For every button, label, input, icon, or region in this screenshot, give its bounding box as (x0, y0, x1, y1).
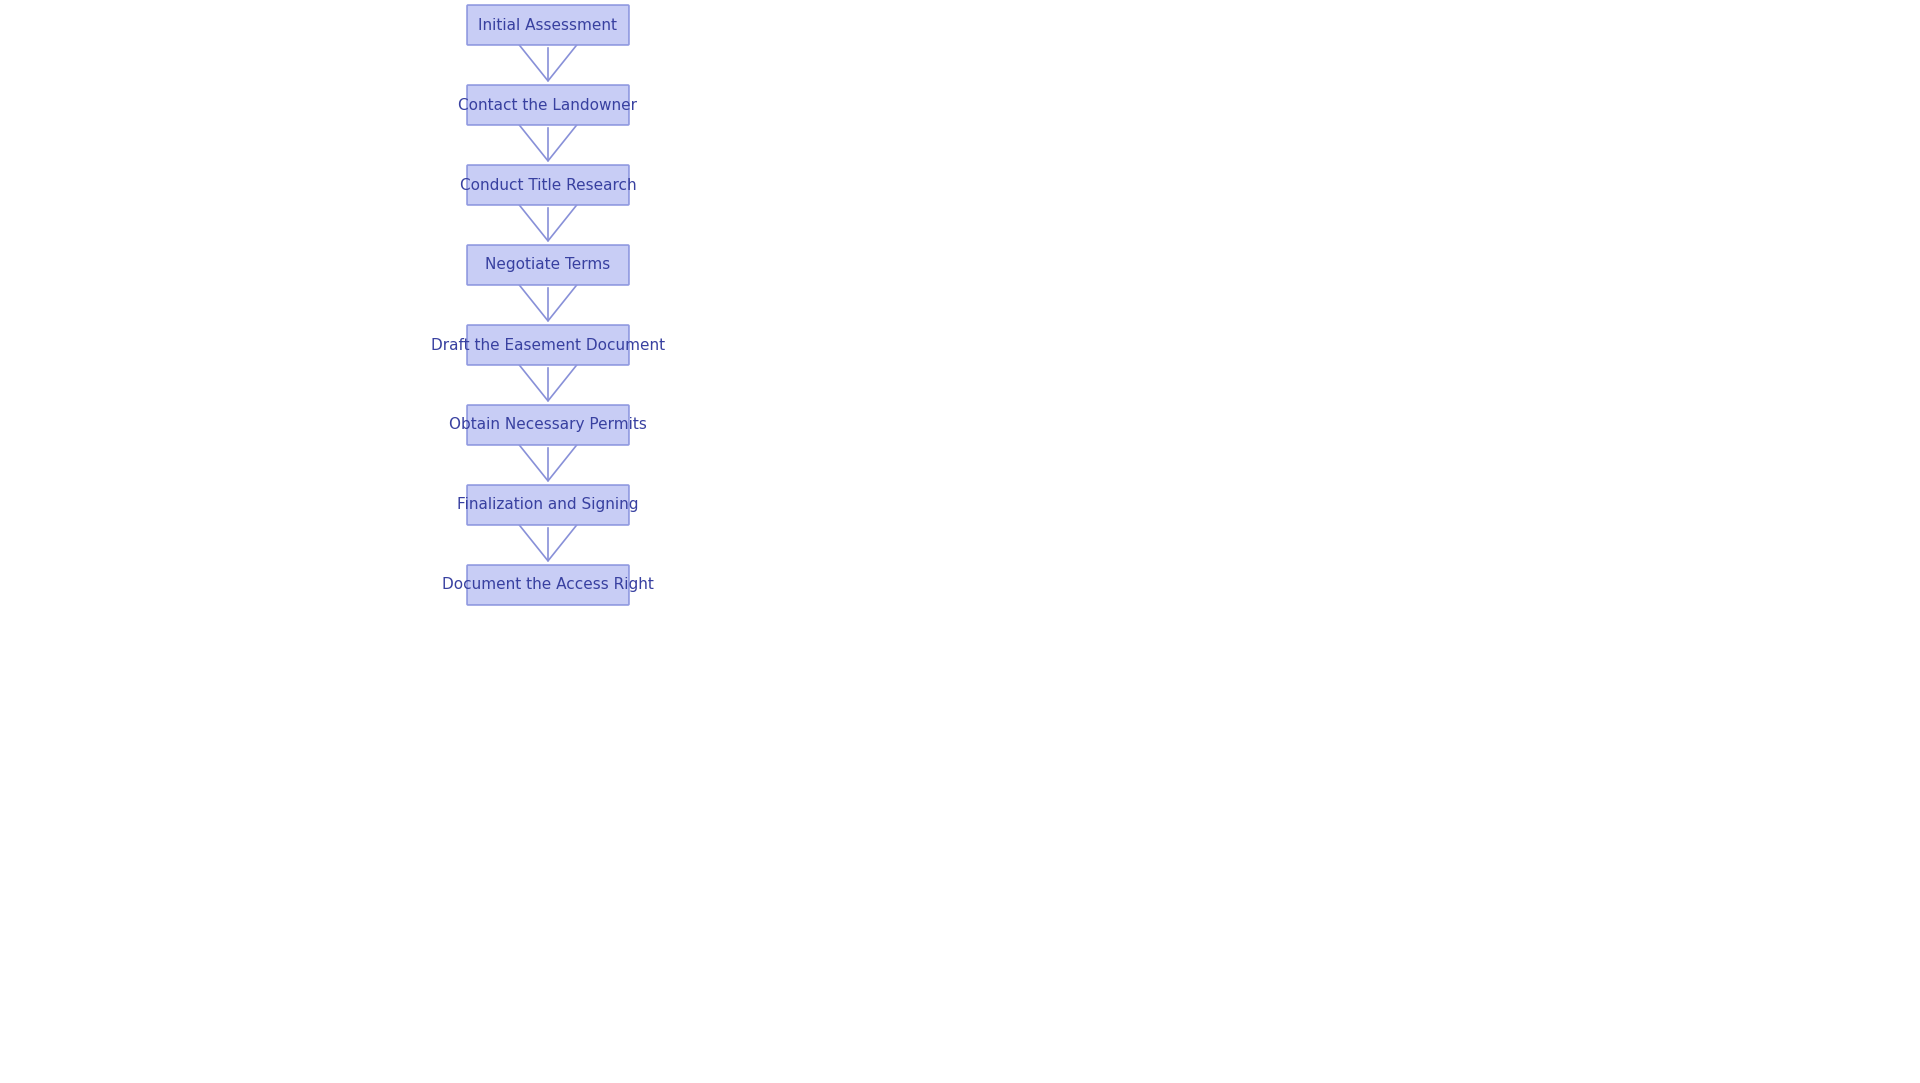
Text: Conduct Title Research: Conduct Title Research (459, 178, 636, 193)
FancyBboxPatch shape (467, 245, 630, 285)
Text: Negotiate Terms: Negotiate Terms (486, 258, 611, 273)
Text: Document the Access Right: Document the Access Right (442, 577, 655, 592)
Text: Obtain Necessary Permits: Obtain Necessary Permits (449, 418, 647, 432)
FancyBboxPatch shape (467, 165, 630, 205)
FancyBboxPatch shape (467, 485, 630, 525)
FancyBboxPatch shape (467, 325, 630, 365)
FancyBboxPatch shape (467, 86, 630, 125)
Text: Draft the Easement Document: Draft the Easement Document (430, 338, 664, 352)
FancyBboxPatch shape (467, 405, 630, 445)
Text: Finalization and Signing: Finalization and Signing (457, 497, 639, 512)
FancyBboxPatch shape (467, 5, 630, 45)
FancyBboxPatch shape (467, 565, 630, 605)
Text: Contact the Landowner: Contact the Landowner (459, 97, 637, 113)
Text: Initial Assessment: Initial Assessment (478, 17, 618, 32)
